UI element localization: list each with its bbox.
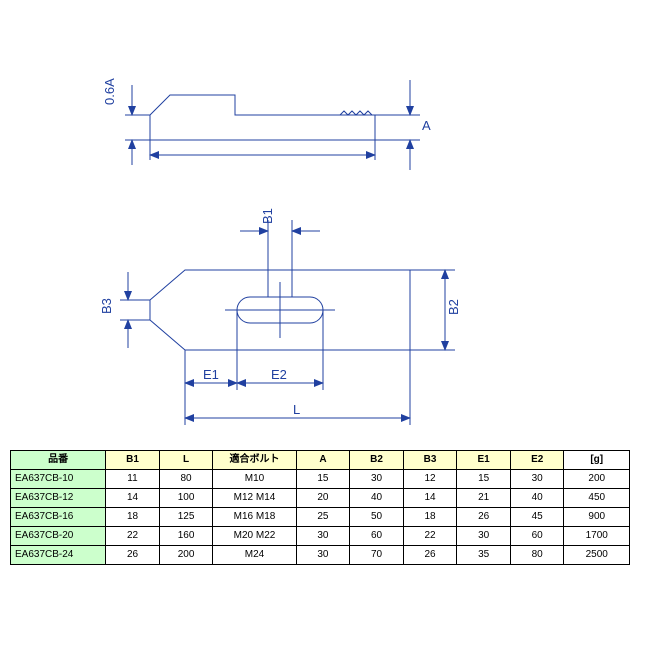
table-cell: 35 bbox=[457, 546, 511, 565]
col-header: B2 bbox=[350, 451, 404, 470]
table-cell: 30 bbox=[296, 527, 350, 546]
table-cell: EA637CB-24 bbox=[11, 546, 106, 565]
table-cell: 60 bbox=[510, 527, 564, 546]
table-row: EA637CB-1618125M16 M182550182645900 bbox=[11, 508, 630, 527]
col-header: E1 bbox=[457, 451, 511, 470]
table-cell: 40 bbox=[510, 489, 564, 508]
table-cell: 18 bbox=[403, 508, 457, 527]
table-cell: 40 bbox=[350, 489, 404, 508]
table-cell: EA637CB-20 bbox=[11, 527, 106, 546]
table-cell: M12 M14 bbox=[213, 489, 296, 508]
table-cell: 21 bbox=[457, 489, 511, 508]
technical-drawing: A 0.6A B1 B3 B2 E1 E2 L bbox=[10, 10, 640, 450]
table-cell: 20 bbox=[296, 489, 350, 508]
table-cell: 450 bbox=[564, 489, 630, 508]
table-cell: EA637CB-10 bbox=[11, 470, 106, 489]
table-cell: M20 M22 bbox=[213, 527, 296, 546]
col-header: 品番 bbox=[11, 451, 106, 470]
specification-table: 品番B1L適合ボルトAB2B3E1E2[g] EA637CB-101180M10… bbox=[10, 450, 630, 565]
dim-a-label: A bbox=[422, 118, 431, 133]
table-cell: 80 bbox=[159, 470, 213, 489]
table-cell: 70 bbox=[350, 546, 404, 565]
table-cell: 12 bbox=[403, 470, 457, 489]
table-cell: EA637CB-12 bbox=[11, 489, 106, 508]
dim-b2-label: B2 bbox=[446, 299, 461, 315]
table-cell: 1700 bbox=[564, 527, 630, 546]
col-header: L bbox=[159, 451, 213, 470]
table-cell: 15 bbox=[457, 470, 511, 489]
table-cell: 14 bbox=[403, 489, 457, 508]
table-cell: 26 bbox=[106, 546, 160, 565]
table-cell: 200 bbox=[564, 470, 630, 489]
col-header: B3 bbox=[403, 451, 457, 470]
table-cell: 50 bbox=[350, 508, 404, 527]
table-cell: M10 bbox=[213, 470, 296, 489]
table-cell: 22 bbox=[106, 527, 160, 546]
table-cell: M16 M18 bbox=[213, 508, 296, 527]
dim-b1-label: B1 bbox=[260, 208, 275, 224]
table-row: EA637CB-101180M101530121530200 bbox=[11, 470, 630, 489]
table-cell: 30 bbox=[350, 470, 404, 489]
col-header: B1 bbox=[106, 451, 160, 470]
table-row: EA637CB-1214100M12 M142040142140450 bbox=[11, 489, 630, 508]
dim-e1-label: E1 bbox=[203, 367, 219, 382]
table-cell: 45 bbox=[510, 508, 564, 527]
col-header: 適合ボルト bbox=[213, 451, 296, 470]
table-row: EA637CB-2426200M2430702635802500 bbox=[11, 546, 630, 565]
col-header: A bbox=[296, 451, 350, 470]
table-cell: 30 bbox=[296, 546, 350, 565]
table-cell: 30 bbox=[457, 527, 511, 546]
dim-b3-label: B3 bbox=[99, 298, 114, 314]
table-row: EA637CB-2022160M20 M2230602230601700 bbox=[11, 527, 630, 546]
table-cell: 160 bbox=[159, 527, 213, 546]
table-cell: M24 bbox=[213, 546, 296, 565]
dim-e2-label: E2 bbox=[271, 367, 287, 382]
table-cell: 22 bbox=[403, 527, 457, 546]
dim-l-label: L bbox=[293, 402, 300, 417]
table-cell: 18 bbox=[106, 508, 160, 527]
table-cell: 80 bbox=[510, 546, 564, 565]
table-cell: 14 bbox=[106, 489, 160, 508]
table-cell: 11 bbox=[106, 470, 160, 489]
table-cell: 15 bbox=[296, 470, 350, 489]
table-cell: 200 bbox=[159, 546, 213, 565]
table-cell: 125 bbox=[159, 508, 213, 527]
table-cell: 60 bbox=[350, 527, 404, 546]
col-header: [g] bbox=[564, 451, 630, 470]
table-header-row: 品番B1L適合ボルトAB2B3E1E2[g] bbox=[11, 451, 630, 470]
table-cell: 100 bbox=[159, 489, 213, 508]
table-cell: 900 bbox=[564, 508, 630, 527]
table-cell: 25 bbox=[296, 508, 350, 527]
col-header: E2 bbox=[510, 451, 564, 470]
table-cell: 26 bbox=[457, 508, 511, 527]
table-cell: 2500 bbox=[564, 546, 630, 565]
table-cell: EA637CB-16 bbox=[11, 508, 106, 527]
dim-06a-label: 0.6A bbox=[102, 78, 117, 105]
table-cell: 30 bbox=[510, 470, 564, 489]
table-cell: 26 bbox=[403, 546, 457, 565]
